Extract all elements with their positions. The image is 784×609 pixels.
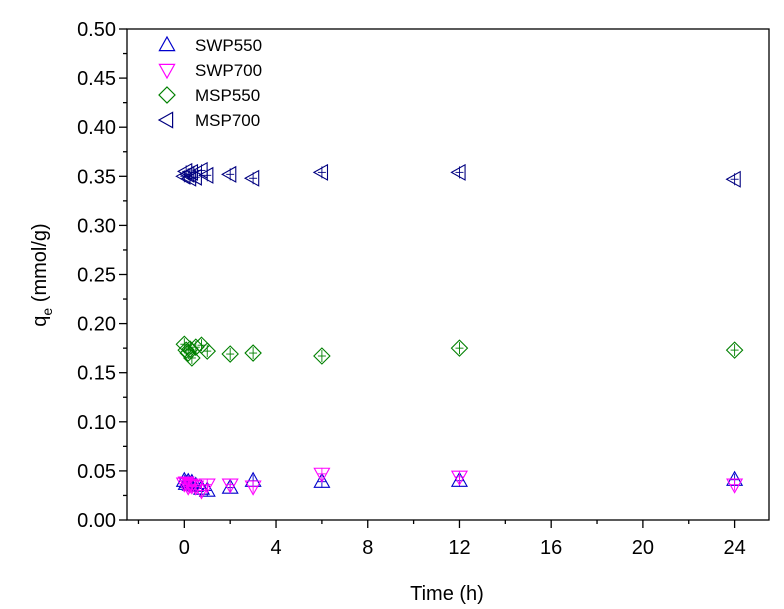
x-tick-label: 24 (723, 537, 745, 559)
data-point (177, 341, 195, 359)
data-point (725, 170, 741, 188)
legend-label: SWP700 (195, 61, 262, 80)
data-point (450, 163, 466, 181)
data-point (221, 165, 237, 183)
data-point (450, 339, 469, 357)
y-tick-label: 0.50 (77, 19, 116, 41)
data-point (244, 344, 262, 362)
legend-label: MSP700 (195, 111, 260, 130)
x-tick-label: 20 (632, 537, 654, 559)
legend-marker (157, 111, 174, 129)
legend-label: SWP550 (195, 36, 262, 55)
series-msp700 (175, 161, 741, 188)
data-point (221, 345, 239, 363)
data-point (198, 342, 217, 360)
y-axis-title-main: q (29, 316, 51, 327)
legend-marker (158, 35, 176, 52)
legend-item-swp550: SWP550 (158, 35, 262, 55)
y-axis-title: qe (mmol/g) (29, 223, 55, 326)
x-tick-label: 8 (362, 537, 373, 559)
ticks: 0 4 8 12 16 20 24 0.00 0.05 0.10 0.15 0.20 0.25 0.30 0… (77, 19, 746, 559)
legend-item-swp700: SWP700 (158, 61, 262, 80)
y-axis-title-subscript: e (39, 308, 55, 316)
y-tick-label: 0.25 (77, 265, 116, 287)
series-swp700 (175, 467, 744, 500)
data-point (725, 341, 744, 359)
y-tick-label: 0.35 (77, 166, 116, 188)
data-point (243, 169, 260, 187)
legend-item-msp700: MSP700 (157, 111, 260, 130)
y-tick-label: 0.15 (77, 363, 116, 385)
data-point (312, 163, 329, 181)
y-tick-label: 0.30 (77, 215, 116, 237)
y-tick-label: 0.10 (77, 412, 116, 434)
series-msp550 (175, 335, 744, 367)
y-tick-label: 0.05 (77, 461, 116, 483)
legend: SWP550 SWP700 MSP550 MSP700 (157, 35, 262, 130)
y-tick-label: 0.40 (77, 117, 116, 139)
data-point (183, 349, 201, 367)
legend-marker (158, 86, 176, 104)
data-point (186, 168, 202, 186)
x-tick-label: 12 (448, 537, 470, 559)
legend-item-msp550: MSP550 (158, 86, 260, 105)
legend-marker (158, 63, 176, 80)
x-tick-label: 4 (270, 537, 281, 559)
y-tick-label: 0.00 (77, 510, 116, 532)
y-tick-label: 0.20 (77, 314, 116, 336)
y-tick-label: 0.45 (77, 68, 116, 90)
data-point (198, 166, 214, 184)
data-points (175, 161, 744, 500)
x-tick-label: 16 (540, 537, 562, 559)
x-axis-title: Time (h) (410, 583, 484, 605)
x-tick-label: 0 (179, 537, 190, 559)
y-axis-title-unit: (mmol/g) (29, 223, 51, 307)
data-point (313, 347, 331, 365)
legend-label: MSP550 (195, 86, 260, 105)
